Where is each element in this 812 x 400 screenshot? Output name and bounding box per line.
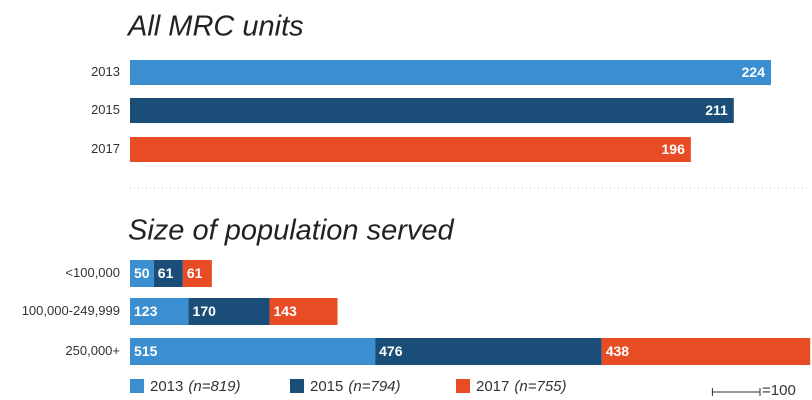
bar-segment <box>130 298 189 325</box>
legend-label: 2013 (n=819) <box>150 378 241 395</box>
legend-note: (n=794) <box>348 378 400 395</box>
bar-segment <box>153 260 183 287</box>
value-label: 61 <box>158 265 174 281</box>
bar-segment <box>188 298 270 325</box>
bar <box>130 60 771 85</box>
value-label: 50 <box>134 265 150 281</box>
value-label: 224 <box>742 64 766 80</box>
value-label: 123 <box>134 303 158 319</box>
legend-swatch <box>456 379 470 393</box>
bar-segment <box>182 260 212 287</box>
category-label: 2015 <box>91 102 120 117</box>
legend-swatch <box>290 379 304 393</box>
bar-segment <box>269 298 338 325</box>
bar-segment <box>130 260 154 287</box>
value-label: 196 <box>662 141 686 157</box>
legend-note: (n=819) <box>188 378 240 395</box>
legend-label: 2015 (n=794) <box>310 378 401 395</box>
legend-swatch <box>130 379 144 393</box>
value-label: 515 <box>134 343 158 359</box>
legend-name: 2015 <box>310 378 343 395</box>
category-label: 2013 <box>91 64 120 79</box>
scale-bar-label: =100 <box>762 382 796 399</box>
category-label: 2017 <box>91 141 120 156</box>
value-label: 476 <box>379 343 403 359</box>
bar-segment <box>375 338 602 365</box>
legend-name: 2013 <box>150 378 183 395</box>
value-label: 143 <box>273 303 297 319</box>
legend-name: 2017 <box>476 378 509 395</box>
value-label: 61 <box>187 265 203 281</box>
legend-note: (n=755) <box>514 378 566 395</box>
bar-segment <box>130 338 376 365</box>
category-label: 100,000-249,999 <box>22 303 120 318</box>
value-label: 170 <box>193 303 217 319</box>
bar <box>130 137 691 162</box>
value-label: 438 <box>606 343 630 359</box>
chart-title: All MRC units <box>126 11 304 43</box>
category-label: 250,000+ <box>65 343 120 358</box>
value-label: 211 <box>705 102 728 118</box>
bar <box>130 98 734 123</box>
bar-segment <box>601 338 811 365</box>
legend-label: 2017 (n=755) <box>476 378 567 395</box>
category-label: <100,000 <box>65 265 120 280</box>
chart-title: Size of population served <box>128 215 455 247</box>
